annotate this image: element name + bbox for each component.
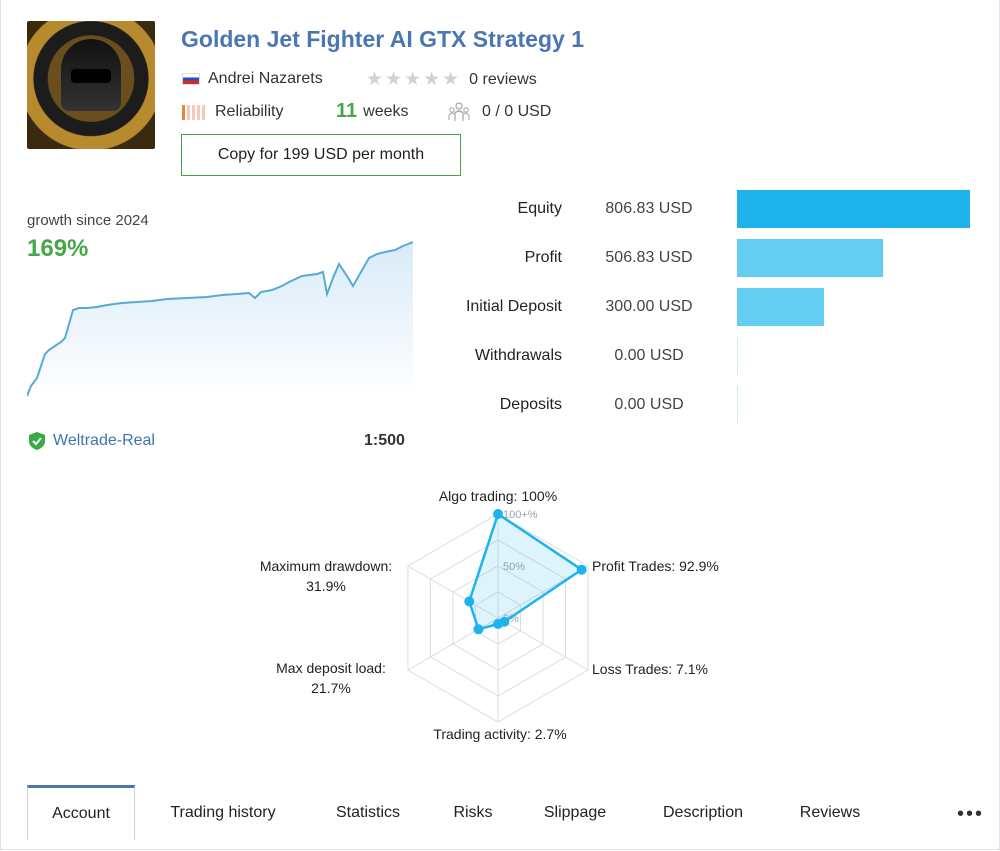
tab-risks[interactable]: Risks xyxy=(453,803,493,821)
radar-series-area xyxy=(467,512,584,631)
radar-axis xyxy=(407,565,499,619)
russia-flag-icon xyxy=(182,73,200,85)
stat-value-2: 300.00 USD xyxy=(605,298,693,315)
stat-label-0: Equity xyxy=(517,200,562,217)
radar-axis-label: Max deposit load: 21.7% xyxy=(276,660,386,696)
growth-area xyxy=(27,242,413,398)
copy-signal-button[interactable]: Copy for 199 USD per month xyxy=(181,134,461,176)
radar-point[interactable] xyxy=(493,509,503,519)
radar-axis-label: Profit Trades: 92.9% xyxy=(592,558,719,574)
stat-bar-4 xyxy=(737,386,738,424)
stat-label-3: Withdrawals xyxy=(474,347,562,364)
radar-axis-label: Algo trading: 100% xyxy=(438,488,558,504)
radar-chart: 100+%50%0% xyxy=(407,509,589,723)
tab-account[interactable]: Account xyxy=(27,785,135,840)
visor-shape xyxy=(71,69,111,83)
signal-title[interactable]: Golden Jet Fighter AI GTX Strategy 1 xyxy=(181,26,584,52)
weeks-label: weeks xyxy=(363,102,409,120)
radar-point[interactable] xyxy=(493,619,503,629)
stat-bar-3 xyxy=(737,337,738,375)
radar-axis-label: Trading activity: 2.7% xyxy=(433,726,567,742)
weeks-row: 11 weeks xyxy=(336,100,409,123)
star-rating-icon: ★★★★★ xyxy=(366,69,462,90)
radar-tick-label: 100+% xyxy=(503,509,538,521)
verified-shield-icon xyxy=(29,432,45,450)
stat-value-3: 0.00 USD xyxy=(614,347,684,364)
subscribers-row: 0 / 0 USD xyxy=(448,101,551,123)
radar-point[interactable] xyxy=(464,596,475,607)
reliability-row: Reliability xyxy=(182,103,283,121)
stat-label-1: Profit xyxy=(524,249,562,266)
stat-bar-1 xyxy=(737,239,883,277)
radar-axis-label: Loss Trades: 7.1% xyxy=(592,661,708,677)
stat-value-4: 0.00 USD xyxy=(614,396,684,413)
growth-chart[interactable] xyxy=(27,238,413,398)
stat-label-4: Deposits xyxy=(499,396,562,413)
tab-bar: Account Trading history Statistics Risks Sli… xyxy=(27,785,883,840)
reviews-count[interactable]: 0 reviews xyxy=(469,70,537,88)
broker-row[interactable]: Weltrade-Real xyxy=(27,431,155,451)
reliability-label: Reliability xyxy=(215,103,284,120)
subscribers-value: 0 / 0 USD xyxy=(482,103,552,120)
leverage-value: 1:500 xyxy=(364,432,405,449)
stat-label-2: Initial Deposit xyxy=(465,298,562,315)
stat-bar-2 xyxy=(737,288,824,326)
more-tabs-button[interactable]: ••• xyxy=(957,803,985,825)
growth-value: 169% xyxy=(27,235,89,262)
signal-avatar[interactable] xyxy=(27,21,155,149)
tab-reviews[interactable]: Reviews xyxy=(799,803,861,821)
tab-trading-history[interactable]: Trading history xyxy=(170,803,276,821)
growth-label: growth since 2024 xyxy=(27,212,149,229)
broker-name[interactable]: Weltrade-Real xyxy=(53,432,155,449)
growth-line xyxy=(27,241,413,397)
radar-point[interactable] xyxy=(576,564,587,575)
radar-tick-label: 50% xyxy=(503,561,525,573)
tab-statistics[interactable]: Statistics xyxy=(335,803,400,821)
author-name[interactable]: Andrei Nazarets xyxy=(208,70,323,87)
stat-bar-0 xyxy=(737,190,970,228)
rating-row: ★★★★★ 0 reviews xyxy=(366,68,537,91)
stat-value-1: 506.83 USD xyxy=(605,249,693,266)
radar-axis xyxy=(497,617,589,671)
radar-axis-label: Maximum drawdown: 31.9% xyxy=(259,558,393,594)
radar-axis xyxy=(407,617,499,671)
stat-value-0: 806.83 USD xyxy=(605,200,693,217)
tab-description[interactable]: Description xyxy=(662,803,744,821)
author-row: Andrei Nazarets xyxy=(182,70,323,88)
subscribers-icon xyxy=(448,102,470,121)
tab-slippage[interactable]: Slippage xyxy=(543,803,607,821)
reliability-bars-icon xyxy=(182,104,205,120)
weeks-number: 11 xyxy=(336,100,358,122)
radar-point[interactable] xyxy=(473,624,484,635)
